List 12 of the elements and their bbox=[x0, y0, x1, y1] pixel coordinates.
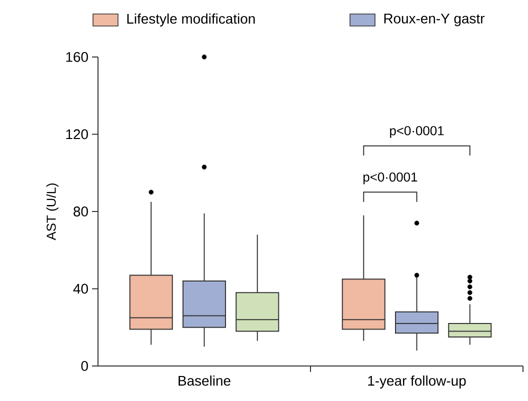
legend-label: Roux-en-Y gastr bbox=[384, 14, 485, 26]
y-tick-label: 0 bbox=[81, 361, 88, 371]
annotation: p<0·0001 bbox=[363, 172, 418, 184]
annotation: p<0·0001 bbox=[390, 126, 444, 138]
x-tick-label: Baseline bbox=[178, 375, 230, 386]
x-tick-label: 1-year follow-up bbox=[368, 375, 466, 388]
y-tick-label: 80 bbox=[74, 206, 88, 216]
y-tick-label: 160 bbox=[66, 52, 88, 62]
y-tick-label: 120 bbox=[66, 129, 88, 140]
y-axis-title: AST (U/L) bbox=[46, 184, 58, 240]
legend-label: Lifestyle modification bbox=[127, 13, 255, 26]
y-tick-label: 40 bbox=[73, 284, 88, 294]
